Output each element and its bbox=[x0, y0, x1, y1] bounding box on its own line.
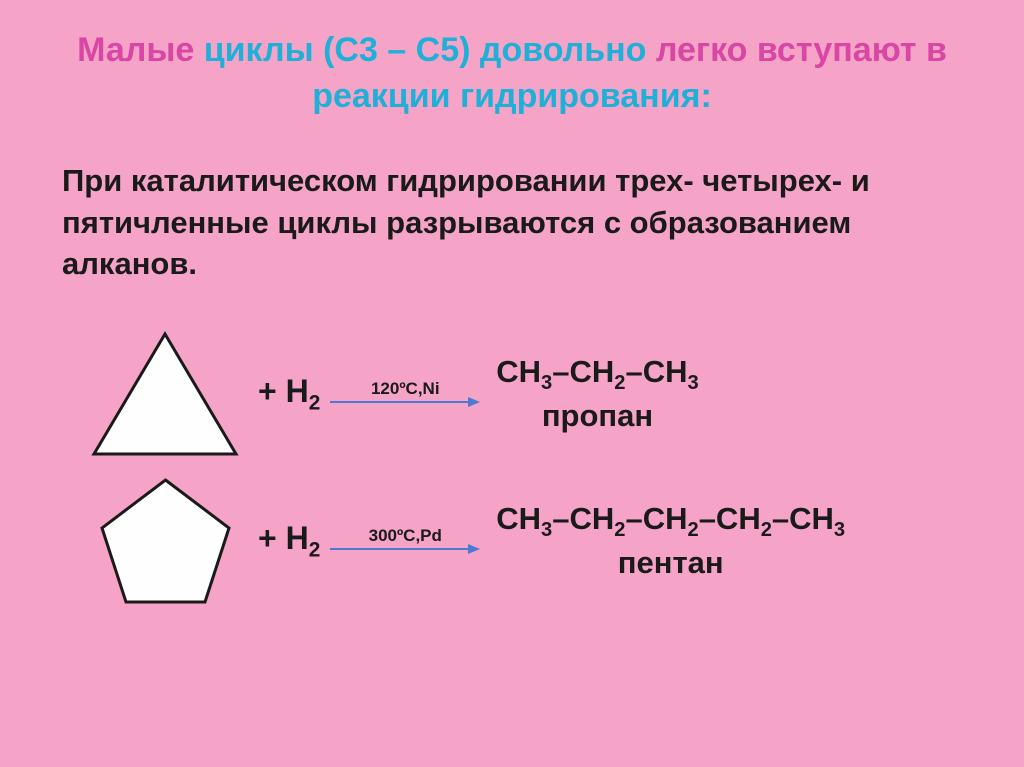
product-block: CH3–CH2–CH2–CH2–CH3 пентан bbox=[496, 500, 845, 582]
reagent-h2: + H2 bbox=[258, 373, 320, 415]
reactions-container: + H2 120ºС,Ni CH3–CH2–CH3 пропан + H2 30… bbox=[50, 330, 974, 606]
title-part2: циклы (С3 – С5) довольно bbox=[194, 31, 656, 69]
triangle-icon bbox=[90, 330, 240, 458]
reaction-row: + H2 120ºС,Ni CH3–CH2–CH3 пропан bbox=[80, 330, 974, 458]
product-formula: CH3–CH2–CH2–CH2–CH3 bbox=[496, 500, 845, 543]
reagent-h2: + H2 bbox=[258, 520, 320, 562]
reaction-arrow: 300ºС,Pd bbox=[330, 526, 480, 556]
product-name: пентан bbox=[496, 544, 845, 583]
product-formula: CH3–CH2–CH3 bbox=[496, 353, 698, 396]
cyclopentane-shape bbox=[80, 476, 250, 606]
cyclopropane-shape bbox=[80, 330, 250, 458]
body-paragraph: При каталитическом гидрировании трех- че… bbox=[50, 160, 974, 286]
title-part4: реакции гидрирования: bbox=[312, 77, 712, 115]
slide-title: Малые циклы (С3 – С5) довольно легко вст… bbox=[50, 28, 974, 120]
reaction-arrow: 120ºС,Ni bbox=[330, 379, 480, 409]
pentagon-icon bbox=[98, 476, 233, 606]
arrow-icon bbox=[330, 395, 480, 409]
product-block: CH3–CH2–CH3 пропан bbox=[496, 353, 698, 435]
title-part1: Малые bbox=[77, 31, 194, 69]
arrow-icon bbox=[330, 542, 480, 556]
product-name: пропан bbox=[496, 397, 698, 436]
reaction-row: + H2 300ºС,Pd CH3–CH2–CH2–CH2–CH3 пентан bbox=[80, 476, 974, 606]
title-part3: легко вступают в bbox=[656, 31, 947, 69]
